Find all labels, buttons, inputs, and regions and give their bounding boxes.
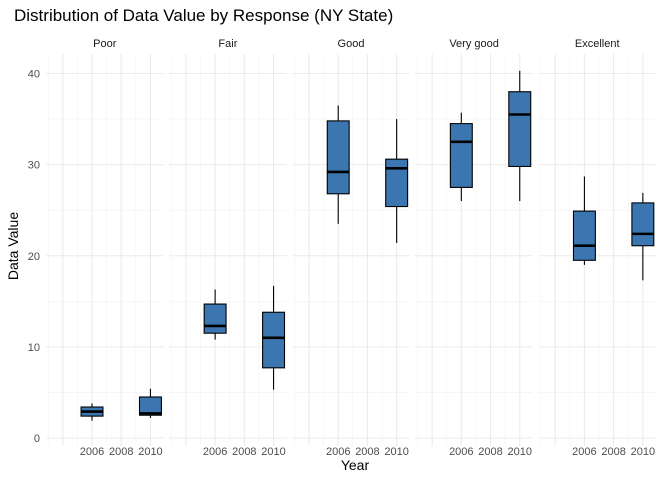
box-layer (80, 70, 655, 421)
box-very-good-2010 (508, 70, 532, 202)
box-iqr (631, 202, 655, 247)
facet-label: Very good (449, 38, 499, 50)
box-poor-2006 (80, 403, 104, 421)
box-iqr (572, 210, 596, 261)
y-tick-label: 0 (34, 433, 40, 445)
x-tick-label: 2006 (326, 446, 350, 458)
box-very-good-2006 (449, 112, 473, 202)
y-tick-label: 30 (28, 160, 40, 172)
x-tick-label: 2008 (232, 446, 256, 458)
x-tick-label: 2010 (384, 446, 408, 458)
x-axis-ticks: 2006 2008 2010 2006 2008 2010 2006 2008 2010 2006… (80, 446, 655, 458)
box-excellent-2006 (572, 176, 596, 265)
x-tick-label: 2008 (355, 446, 379, 458)
y-tick-label: 10 (28, 342, 40, 354)
y-tick-label: 40 (28, 69, 40, 81)
x-tick-label: 2010 (138, 446, 162, 458)
box-fair-2006 (203, 289, 227, 340)
box-iqr (262, 311, 286, 369)
box-iqr (203, 303, 227, 334)
y-tick-label: 20 (28, 251, 40, 263)
x-tick-label: 2006 (80, 446, 104, 458)
x-tick-label: 2006 (449, 446, 473, 458)
y-axis-ticks: 0 10 20 30 40 (28, 69, 40, 446)
box-excellent-2010 (631, 192, 655, 281)
x-tick-label: 2008 (601, 446, 625, 458)
box-iqr (449, 123, 473, 188)
box-good-2010 (385, 119, 409, 243)
x-tick-label: 2008 (109, 446, 133, 458)
box-iqr (385, 158, 409, 208)
x-tick-label: 2006 (203, 446, 227, 458)
x-tick-label: 2010 (631, 446, 655, 458)
box-fair-2010 (262, 285, 286, 390)
box-good-2006 (326, 105, 350, 224)
x-tick-label: 2006 (572, 446, 596, 458)
facet-label: Fair (218, 38, 237, 50)
x-tick-label: 2010 (261, 446, 285, 458)
x-axis-title: Year (341, 457, 370, 473)
grid-layer (46, 54, 656, 446)
x-tick-label: 2008 (478, 446, 502, 458)
box-iqr (138, 396, 162, 416)
box-iqr (508, 91, 532, 167)
box-poor-2010 (138, 388, 162, 418)
x-tick-label: 2010 (508, 446, 532, 458)
facet-label: Excellent (575, 38, 620, 50)
chart-title: Distribution of Data Value by Response (… (14, 6, 393, 25)
y-axis-title: Data Value (5, 212, 21, 280)
facet-strips: Poor Fair Good Very good Excellent (93, 38, 619, 50)
facet-label: Poor (93, 38, 117, 50)
box-iqr (326, 120, 350, 195)
facet-label: Good (338, 38, 365, 50)
